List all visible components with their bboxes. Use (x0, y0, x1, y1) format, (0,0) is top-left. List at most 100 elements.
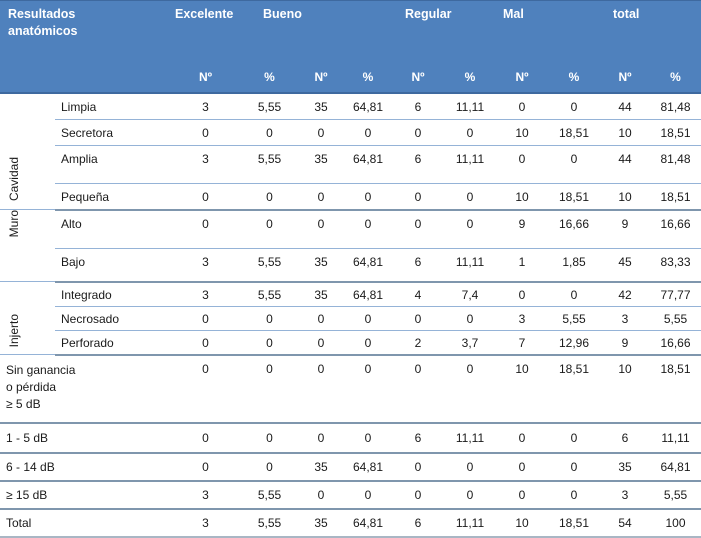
cell: 0 (496, 145, 548, 184)
cell: 10 (496, 508, 548, 538)
cell: 81,48 (650, 145, 701, 184)
subheader-n: Nº (392, 62, 444, 94)
cell: 0 (170, 183, 241, 211)
row-label: Total (0, 508, 170, 538)
cell: 3 (600, 306, 650, 331)
cell: 3 (170, 145, 241, 184)
cell: 0 (548, 452, 600, 482)
table-row: 1 - 5 dB 0 0 0 0 6 11,11 0 0 6 11,11 (0, 422, 701, 454)
subheader-pct: % (444, 62, 496, 94)
cell: 0 (298, 119, 344, 146)
cell: 0 (548, 422, 600, 454)
cell: 0 (241, 209, 298, 249)
cell: 0 (344, 422, 392, 454)
cell: 3,7 (444, 330, 496, 356)
cell: 77,77 (650, 281, 701, 307)
table-title-line2: anatómicos (8, 24, 78, 38)
cell: 0 (170, 119, 241, 146)
cell: 0 (241, 422, 298, 454)
cell: 18,51 (548, 183, 600, 211)
cell: 0 (548, 480, 600, 510)
cell: 0 (496, 422, 548, 454)
cell: 0 (392, 452, 444, 482)
cell: 0 (298, 422, 344, 454)
row-label-line: o pérdida (6, 379, 57, 394)
table-title-line1: Resultados (8, 7, 76, 21)
cell: 6 (392, 508, 444, 538)
cell: 1,85 (548, 248, 600, 283)
cell: 11,11 (650, 422, 701, 454)
header-group-cell: Resultados anatómicos Excelente Bueno Re… (0, 0, 701, 63)
cell: 5,55 (650, 306, 701, 331)
cell: 0 (548, 281, 600, 307)
cell: 18,51 (548, 354, 600, 424)
cell: 9 (600, 330, 650, 356)
row-label-line: Total (6, 515, 32, 530)
cell: 6 (392, 248, 444, 283)
cell: 64,81 (344, 281, 392, 307)
table-row: Cavidad Limpia 3 5,55 35 64,81 6 11,11 0 0 44 81,48 (0, 92, 701, 210)
cell: 18,51 (650, 183, 701, 211)
cell: 18,51 (548, 508, 600, 538)
cell: 11,11 (444, 248, 496, 283)
row-label: Limpia (55, 92, 170, 120)
cell: 42 (600, 281, 650, 307)
table-row: Muro Alto 0 0 0 0 0 0 9 16,66 9 16,66 (0, 209, 701, 282)
cell: 0 (444, 452, 496, 482)
cell: 35 (298, 248, 344, 283)
cell: 5,55 (241, 480, 298, 510)
cell: 18,51 (650, 354, 701, 424)
cell: 64,81 (344, 508, 392, 538)
cell: 0 (392, 354, 444, 424)
row-label: Sin ganancia o pérdida ≥ 5 dB (0, 354, 170, 424)
cell: 4 (392, 281, 444, 307)
subheader-n: Nº (600, 62, 650, 94)
table-row: Perforado 0 0 0 0 2 3,7 7 12,96 9 16,66 (0, 330, 701, 356)
group-label-cavidad: Cavidad (0, 92, 55, 210)
cell: 0 (241, 306, 298, 331)
cell: 10 (600, 183, 650, 211)
row-label: Pequeña (55, 183, 170, 211)
cell: 64,81 (344, 92, 392, 120)
cell: 0 (344, 209, 392, 249)
cell: 10 (600, 119, 650, 146)
cell: 0 (241, 183, 298, 211)
cell: 0 (241, 452, 298, 482)
cell: 0 (496, 480, 548, 510)
group-label-muro: Muro (0, 209, 55, 282)
cell: 0 (496, 452, 548, 482)
subheader-pct: % (241, 62, 298, 94)
cell: 83,33 (650, 248, 701, 283)
cell: 0 (444, 354, 496, 424)
cell: 64,81 (344, 145, 392, 184)
cell: 18,51 (650, 119, 701, 146)
cell: 3 (170, 281, 241, 307)
row-label-line: 1 - 5 dB (6, 430, 49, 445)
cell: 0 (298, 209, 344, 249)
table-row: Total 3 5,55 35 64,81 6 11,11 10 18,51 54 100 (0, 508, 701, 538)
cell: 2 (392, 330, 444, 356)
cell: 0 (344, 480, 392, 510)
row-label: Integrado (55, 281, 170, 307)
cell: 81,48 (650, 92, 701, 120)
row-label: Amplia (55, 145, 170, 184)
column-group-total: total (613, 7, 640, 21)
row-label: Necrosado (55, 306, 170, 331)
table-row: Necrosado 0 0 0 0 0 0 3 5,55 3 5,55 (0, 306, 701, 331)
cell: 0 (548, 145, 600, 184)
table-title: Resultados anatómicos (8, 6, 77, 40)
cell: 0 (241, 354, 298, 424)
table-row: Sin ganancia o pérdida ≥ 5 dB 0 0 0 0 0 0 10 18,5… (0, 354, 701, 424)
cell: 100 (650, 508, 701, 538)
cell: 0 (344, 306, 392, 331)
cell: 0 (444, 119, 496, 146)
cell: 0 (170, 330, 241, 356)
cell: 11,11 (444, 145, 496, 184)
cell: 35 (298, 145, 344, 184)
column-group-bueno: Bueno (263, 7, 302, 21)
cell: 3 (170, 92, 241, 120)
cell: 5,55 (241, 145, 298, 184)
row-label-line: ≥ 5 dB (6, 396, 41, 411)
cell: 7,4 (444, 281, 496, 307)
